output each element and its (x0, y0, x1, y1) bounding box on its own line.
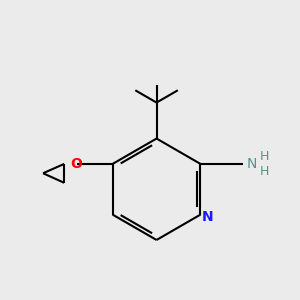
Text: N: N (247, 157, 257, 171)
Text: O: O (71, 157, 82, 171)
Text: H: H (259, 165, 269, 178)
Text: H: H (259, 150, 269, 163)
Text: N: N (202, 210, 214, 224)
